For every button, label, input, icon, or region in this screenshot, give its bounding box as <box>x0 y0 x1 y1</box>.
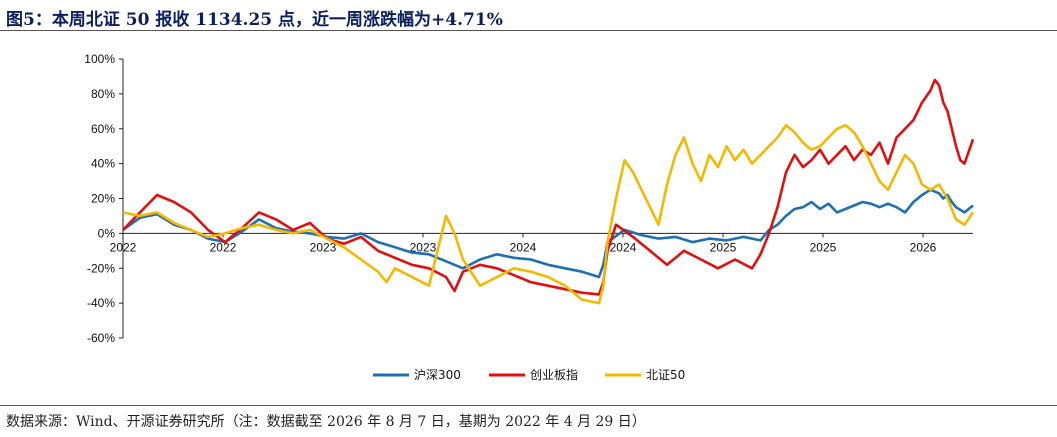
series-line-1 <box>122 78 975 296</box>
legend-label: 北证50 <box>646 368 685 382</box>
x-tick-label: 2022 <box>110 240 137 254</box>
y-tick-label: 0% <box>98 226 116 240</box>
y-axis: 100% 80% 60% 40% 20% 0% -20% -40% -60% <box>84 52 124 345</box>
figure-title: 图5：本周北证 50 报收 1134.25 点，近一周涨跌幅为+4.71% <box>6 10 503 30</box>
data-source-note: 数据来源：Wind、开源证券研究所（注：数据截至 2026 年 8 月 7 日，… <box>6 414 646 430</box>
legend: 沪深300 创业板指 北证50 <box>373 367 685 382</box>
y-tick-label: 100% <box>84 52 115 66</box>
legend-label: 沪深300 <box>414 368 461 382</box>
y-tick-label: 60% <box>91 122 115 136</box>
y-tick-label: -20% <box>87 261 115 275</box>
series-line-0 <box>122 188 974 279</box>
x-tick-label: 2025 <box>810 240 837 254</box>
series-lines <box>122 78 975 305</box>
series-line-2 <box>122 124 975 305</box>
y-tick-label: 20% <box>91 192 115 206</box>
x-tick-label: 2024 <box>510 240 537 254</box>
x-axis: 2022 2022 2023 2023 2024 2024 2025 2025 2026 <box>110 232 973 254</box>
bottom-divider <box>0 405 1057 406</box>
line-chart: 100%80%60%40%20%0%-20%-40%-60% 2022 2022 2… <box>84 52 975 382</box>
y-tick-label: 80% <box>91 87 115 101</box>
legend-label: 创业板指 <box>530 367 578 382</box>
y-tick-label: -40% <box>87 296 115 310</box>
x-tick-label: 2023 <box>410 240 437 254</box>
x-tick-label: 2023 <box>310 240 337 254</box>
x-tick-label: 2025 <box>710 240 737 254</box>
x-tick-label: 2024 <box>610 240 637 254</box>
x-tick-label: 2026 <box>910 240 937 254</box>
y-tick-label: 40% <box>91 157 115 171</box>
y-tick-label: -60% <box>87 331 115 345</box>
top-divider <box>0 30 1057 31</box>
x-tick-label: 2022 <box>210 240 237 254</box>
